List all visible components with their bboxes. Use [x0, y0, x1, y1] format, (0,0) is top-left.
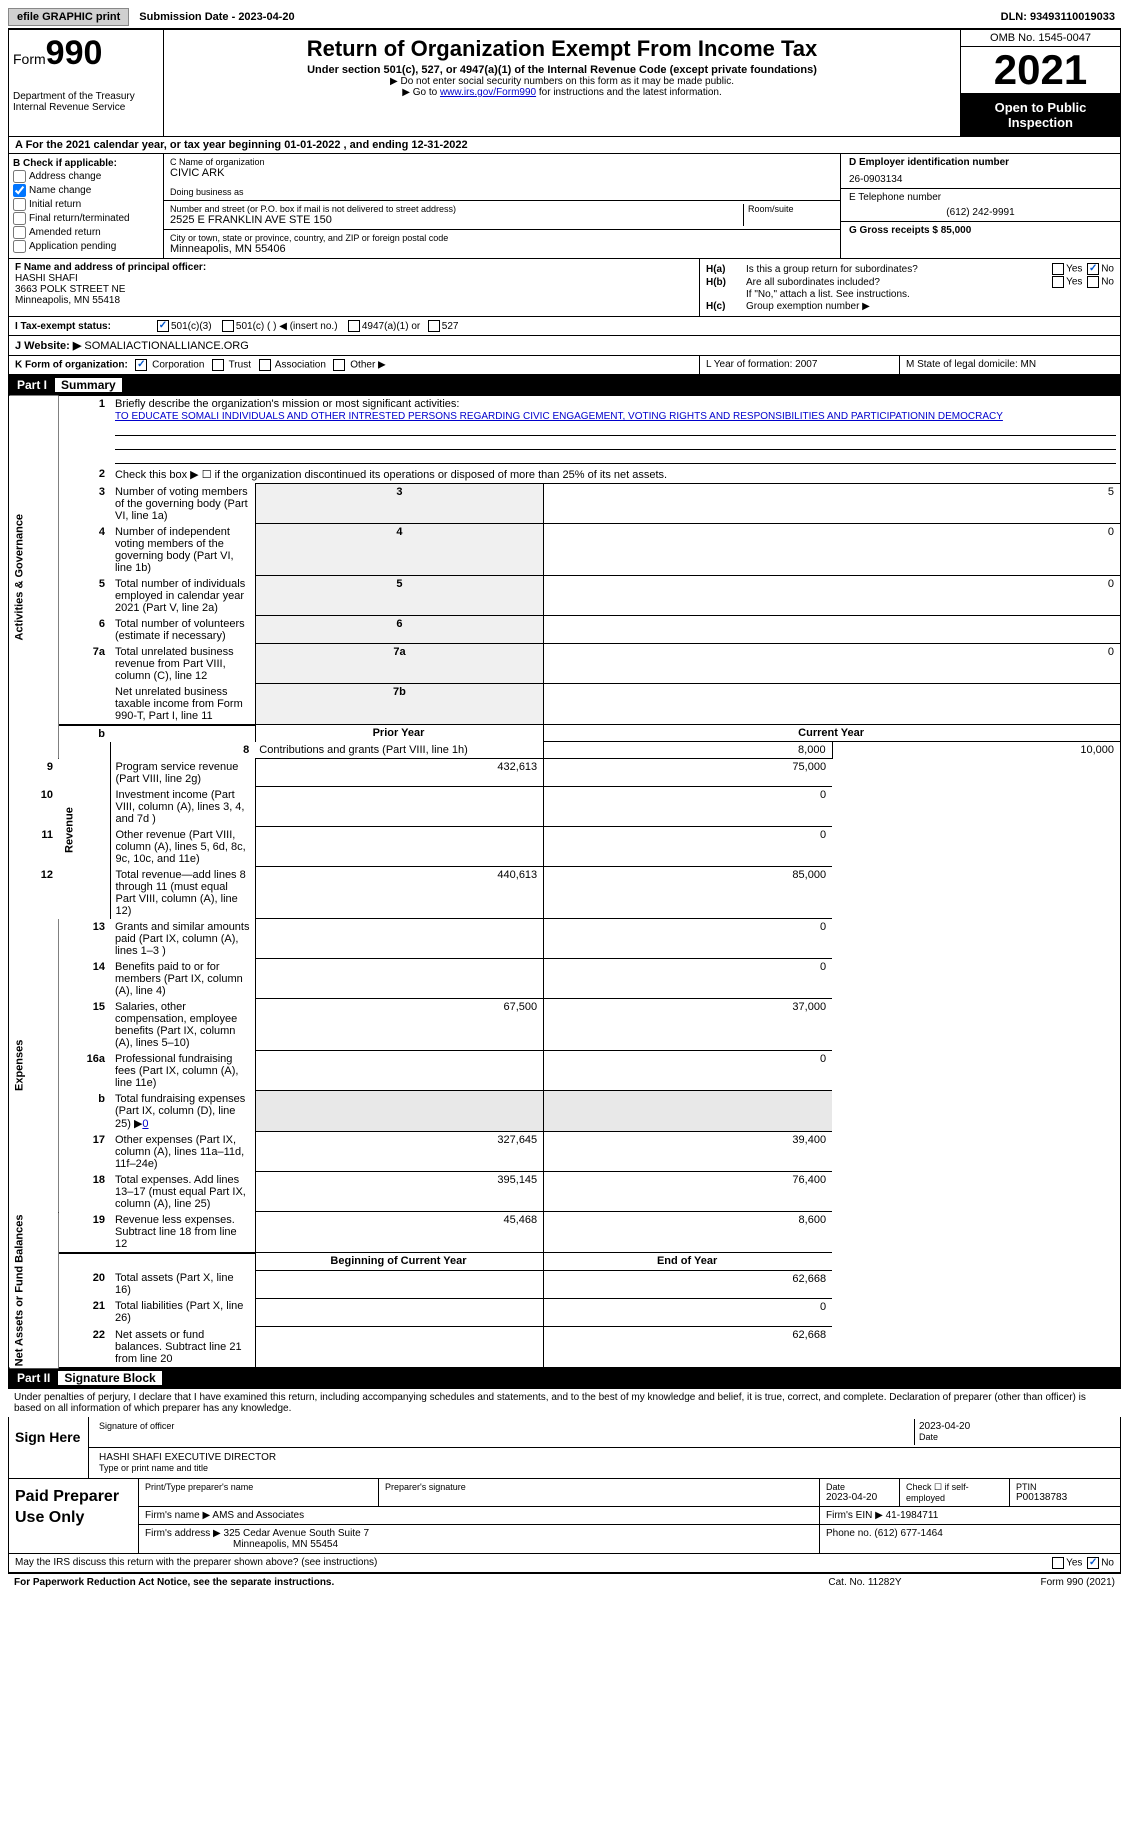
mission-text: TO EDUCATE SOMALI INDIVIDUALS AND OTHER …	[115, 411, 1003, 422]
cb-name-change[interactable]: Name change	[13, 184, 159, 197]
cb-corp[interactable]	[135, 359, 147, 371]
group-return-cell: H(a)Is this a group return for subordina…	[700, 259, 1120, 316]
cb-address-change[interactable]: Address change	[13, 170, 159, 183]
cb-application-pending[interactable]: Application pending	[13, 240, 159, 253]
ssn-note: ▶ Do not enter social security numbers o…	[172, 76, 952, 87]
cb-4947[interactable]	[348, 320, 360, 332]
cb-other[interactable]	[333, 359, 345, 371]
dln-label: DLN: 93493110019033	[995, 9, 1121, 25]
street-cell: Number and street (or P.O. box if mail i…	[164, 201, 840, 230]
link-note: ▶ Go to www.irs.gov/Form990 for instruct…	[172, 87, 952, 98]
side-netassets: Net Assets or Fund Balances	[9, 1212, 59, 1368]
gross-receipts: G Gross receipts $ 85,000	[841, 222, 1120, 239]
form-org-row: K Form of organization: Corporation Trus…	[9, 356, 700, 374]
cb-527[interactable]	[428, 320, 440, 332]
year-formation: L Year of formation: 2007	[700, 356, 900, 374]
form-subtitle: Under section 501(c), 527, or 4947(a)(1)…	[172, 64, 952, 76]
tax-year: 2021	[961, 47, 1120, 94]
irs-link[interactable]: www.irs.gov/Form990	[440, 87, 536, 98]
cb-assoc[interactable]	[259, 359, 271, 371]
sign-here-block: Sign Here Signature of officer 2023-04-2…	[8, 1417, 1121, 1479]
discuss-row: May the IRS discuss this return with the…	[8, 1554, 1121, 1573]
org-name-cell: C Name of organization CIVIC ARK Doing b…	[164, 154, 840, 201]
form-header: Form990 Department of the Treasury Inter…	[8, 29, 1121, 137]
cb-final-return[interactable]: Final return/terminated	[13, 212, 159, 225]
part2-header: Part II Signature Block	[8, 1368, 1121, 1389]
city-cell: City or town, state or province, country…	[164, 230, 840, 258]
dept-label: Department of the Treasury Internal Reve…	[13, 91, 159, 113]
sig-declaration: Under penalties of perjury, I declare th…	[8, 1389, 1121, 1417]
ein-cell: D Employer identification number 26-0903…	[841, 154, 1120, 189]
cb-amended-return[interactable]: Amended return	[13, 226, 159, 239]
cb-trust[interactable]	[212, 359, 224, 371]
tel-cell: E Telephone number (612) 242-9991	[841, 189, 1120, 222]
website-row: J Website: ▶ SOMALIACTIONALLIANCE.ORG	[8, 336, 1121, 356]
officer-cell: F Name and address of principal officer:…	[9, 259, 700, 316]
efile-print-button[interactable]: efile GRAPHIC print	[8, 8, 129, 26]
summary-table: Activities & Governance 1 Briefly descri…	[8, 396, 1121, 1368]
submission-date: Submission Date - 2023-04-20	[133, 9, 300, 25]
row-a-calendar: A For the 2021 calendar year, or tax yea…	[8, 137, 1121, 154]
cb-501c[interactable]	[222, 320, 234, 332]
part1-header: Part I Summary	[8, 375, 1121, 396]
form-number: Form990	[13, 34, 159, 73]
form-title: Return of Organization Exempt From Incom…	[172, 36, 952, 62]
cb-501c3[interactable]	[157, 320, 169, 332]
tax-exempt-row: I Tax-exempt status: 501(c)(3) 501(c) ( …	[8, 317, 1121, 336]
omb-number: OMB No. 1545-0047	[961, 30, 1120, 47]
state-domicile: M State of legal domicile: MN	[900, 356, 1120, 374]
col-b-checkboxes: B Check if applicable: Address change Na…	[9, 154, 164, 258]
side-expenses: Expenses	[9, 919, 59, 1212]
cb-initial-return[interactable]: Initial return	[13, 198, 159, 211]
top-toolbar: efile GRAPHIC print Submission Date - 20…	[8, 8, 1121, 29]
page-footer: For Paperwork Reduction Act Notice, see …	[8, 1573, 1121, 1591]
paid-preparer-block: Paid Preparer Use Only Print/Type prepar…	[8, 1479, 1121, 1554]
side-revenue: Revenue	[59, 742, 111, 919]
side-activities: Activities & Governance	[9, 396, 59, 759]
open-to-public: Open to Public Inspection	[961, 94, 1120, 136]
